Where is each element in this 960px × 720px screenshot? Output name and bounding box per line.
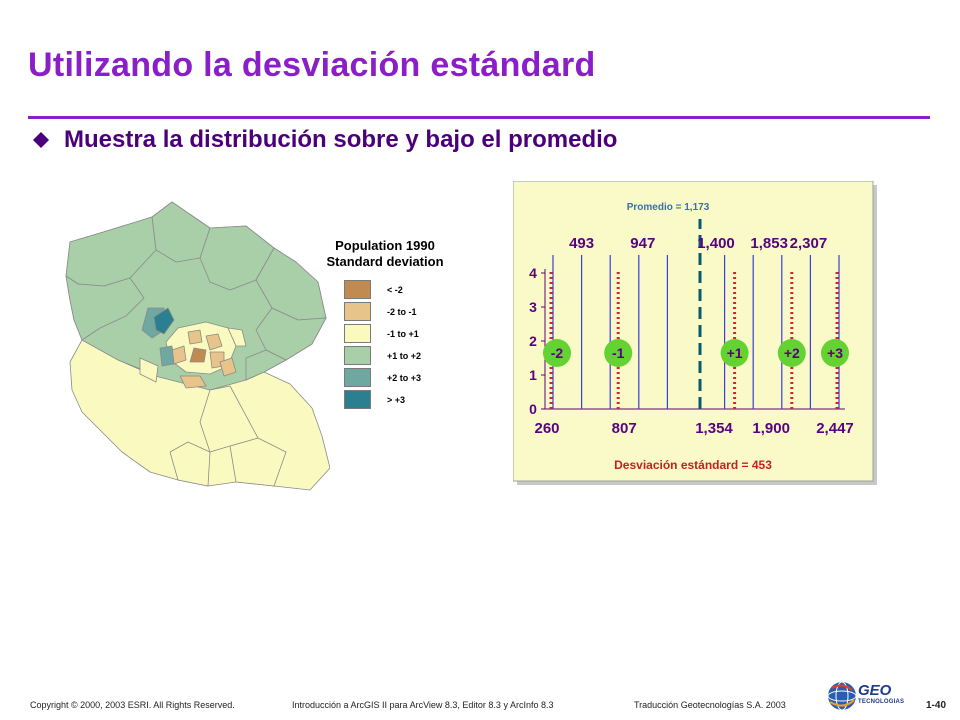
- bottom-break-label: 2,447: [816, 420, 854, 437]
- sd-label: +3: [827, 345, 843, 361]
- title-divider: [28, 116, 930, 119]
- footer-translation: Traducción Geotecnologías S.A. 2003: [634, 700, 786, 710]
- top-break-label: 2,307: [790, 235, 828, 252]
- legend-item: +1 to +2: [344, 346, 421, 365]
- bullet-point: Muestra la distribución sobre y bajo el …: [32, 126, 617, 154]
- std-dev-chart: 0 1 2 3 4 Promedio = 1,173 493 947 1,400 1,853 2,3…: [513, 181, 878, 486]
- sd-label: +2: [784, 345, 800, 361]
- logo-name: GEO: [858, 682, 892, 699]
- bottom-break-label: 1,900: [752, 420, 790, 437]
- top-break-label: 1,853: [750, 235, 788, 252]
- legend-label: < -2: [387, 284, 403, 295]
- bottom-break-label: 807: [612, 420, 637, 437]
- chart-box-frame: [513, 181, 874, 482]
- legend-swatch: [344, 346, 371, 365]
- top-break-label: 1,400: [697, 235, 735, 252]
- map-legend: Population 1990 Standard deviation: [310, 238, 460, 270]
- legend-swatch: [344, 302, 371, 321]
- legend-title-line1: Population 1990: [335, 238, 435, 253]
- legend-item: -1 to +1: [344, 324, 419, 343]
- legend-item: < -2: [344, 280, 403, 299]
- bullet-text: Muestra la distribución sobre y bajo el …: [64, 126, 618, 153]
- legend-swatch: [344, 280, 371, 299]
- legend-label: > +3: [387, 394, 406, 405]
- legend-label: -2 to -1: [387, 306, 417, 317]
- legend-item: > +3: [344, 390, 405, 409]
- page-number: 1-40: [926, 700, 947, 711]
- legend-item: -2 to -1: [344, 302, 417, 321]
- y-tick-label: 1: [529, 367, 537, 383]
- legend-swatch: [344, 390, 371, 409]
- diamond-bullet-icon: [33, 132, 49, 148]
- globe-logo-icon: [827, 681, 857, 711]
- population-map: [60, 190, 331, 500]
- sd-circle: [821, 339, 849, 367]
- chart-canvas: 0 1 2 3 4 Promedio = 1,173 493 947 1,400 1,853 2,3…: [513, 181, 877, 485]
- legend-label: +1 to +2: [387, 350, 422, 361]
- std-dev-label: Desviación estándard = 453: [614, 458, 772, 472]
- sd-label: -1: [612, 345, 625, 361]
- legend-swatch: [344, 368, 371, 387]
- sd-label: +1: [727, 345, 743, 361]
- bottom-break-label: 260: [534, 420, 559, 437]
- footer-course: Introducción a ArcGIS II para ArcView 8.…: [292, 700, 554, 710]
- top-break-label: 947: [630, 235, 655, 252]
- top-break-label: 493: [569, 235, 594, 252]
- legend-item: +2 to +3: [344, 368, 421, 387]
- legend-label: +2 to +3: [387, 372, 422, 383]
- footer-copyright: Copyright © 2000, 2003 ESRI. All Rights …: [30, 700, 235, 710]
- y-tick-label: 0: [529, 401, 537, 417]
- sd-circle: [720, 339, 749, 367]
- mean-label: Promedio = 1,173: [627, 202, 710, 213]
- sd-circle: [543, 339, 571, 367]
- sd-circle: [777, 339, 806, 367]
- legend-title-line2: Standard deviation: [326, 254, 444, 269]
- logo-subtitle: TECNOLOGIAS: [858, 699, 905, 705]
- y-tick-label: 4: [529, 265, 537, 281]
- sd-label: -2: [551, 345, 564, 361]
- legend-swatch: [344, 324, 371, 343]
- slide-title: Utilizando la desviación estándard: [28, 46, 596, 84]
- bottom-break-label: 1,354: [695, 420, 733, 437]
- sd-circle: [604, 339, 633, 367]
- legend-label: -1 to +1: [387, 328, 419, 339]
- y-tick-label: 2: [529, 333, 537, 349]
- y-tick-label: 3: [529, 299, 537, 315]
